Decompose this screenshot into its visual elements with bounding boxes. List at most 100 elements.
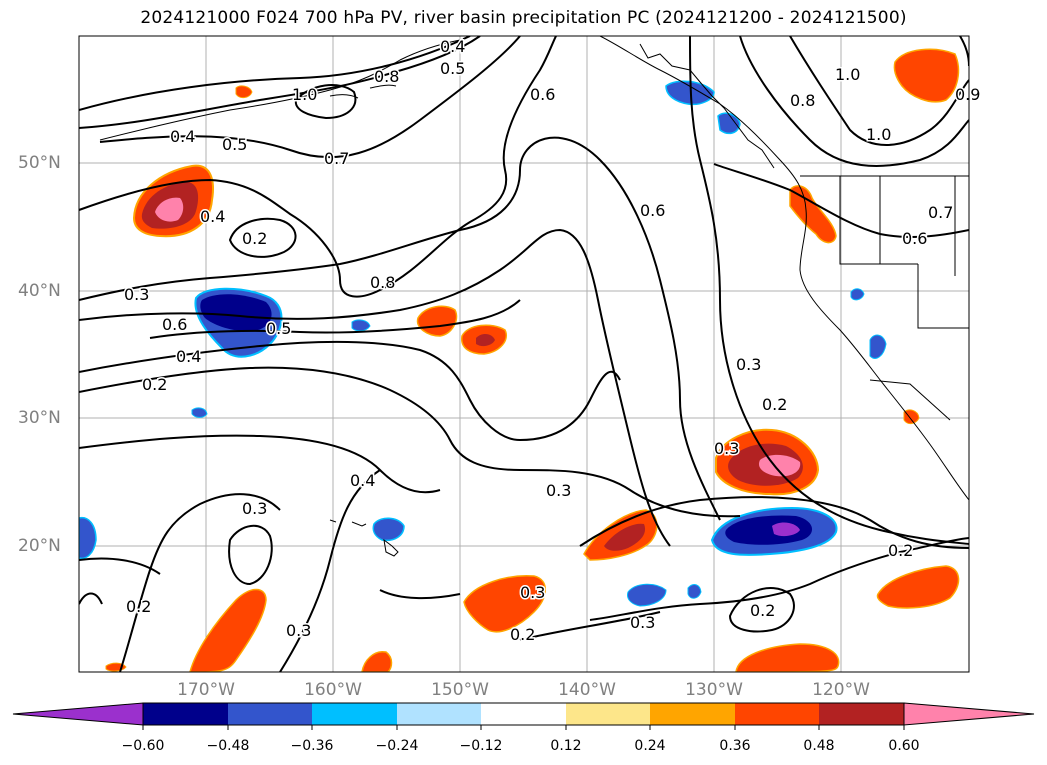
pv-contour bbox=[79, 36, 471, 111]
colorbar-ticks bbox=[142, 725, 905, 730]
lat-label: 30°N bbox=[18, 408, 61, 428]
colorbar bbox=[12, 702, 1035, 730]
contour-label: 0.6 bbox=[640, 201, 665, 220]
colorbar-segment bbox=[650, 703, 735, 725]
pv-contour bbox=[149, 299, 521, 339]
contour-label: 1.0 bbox=[292, 85, 317, 104]
precip-blob-positive bbox=[893, 48, 960, 103]
colorbar-segment bbox=[481, 703, 566, 725]
contour-label: 0.7 bbox=[928, 203, 953, 222]
contour-label: 0.2 bbox=[888, 541, 913, 560]
colorbar-segment bbox=[819, 703, 904, 725]
coast-panhandle bbox=[599, 36, 969, 501]
precip-blob-negative bbox=[372, 517, 405, 542]
pv-contour bbox=[79, 340, 621, 442]
contour-label: 0.5 bbox=[266, 319, 291, 338]
contour-label: 0.3 bbox=[520, 583, 545, 602]
graticule bbox=[79, 36, 969, 672]
coast-alaska bbox=[99, 39, 461, 141]
border-states bbox=[839, 176, 969, 329]
contour-label: 0.3 bbox=[630, 613, 655, 632]
precip-blob-negative bbox=[200, 294, 272, 332]
precip-blob-positive bbox=[463, 575, 546, 633]
precip-blob-negative bbox=[79, 516, 97, 560]
pv-contour bbox=[79, 366, 741, 518]
pv-contour bbox=[79, 592, 103, 605]
colorbar-tick-label: 0.12 bbox=[550, 738, 582, 754]
coastline bbox=[99, 36, 969, 557]
lon-label: 130°W bbox=[685, 680, 743, 700]
colorbar-tick-label: −0.60 bbox=[121, 738, 165, 754]
contour-label: 0.3 bbox=[736, 355, 761, 374]
pv-contour bbox=[689, 36, 969, 545]
contour-label: 0.8 bbox=[370, 273, 395, 292]
colorbar-segment bbox=[397, 703, 481, 725]
lat-label: 20°N bbox=[18, 536, 61, 556]
contour-label: 0.2 bbox=[126, 597, 151, 616]
coast-aleutian bbox=[329, 84, 397, 99]
colorbar-tick-label: −0.48 bbox=[206, 738, 250, 754]
contour-label: 0.4 bbox=[176, 347, 201, 366]
lon-label: 160°W bbox=[304, 680, 362, 700]
pv-contour bbox=[379, 589, 461, 600]
contour-label: 0.3 bbox=[714, 439, 739, 458]
colorbar-segment bbox=[312, 703, 397, 725]
map-frame-background bbox=[79, 36, 969, 672]
precip-blob-positive bbox=[361, 651, 393, 672]
pv-contour bbox=[119, 493, 281, 672]
colorbar-tick-label: −0.24 bbox=[375, 738, 419, 754]
precip-blob-negative bbox=[627, 583, 667, 607]
precip-blob-negative bbox=[725, 515, 813, 545]
pv-contour bbox=[79, 557, 161, 575]
contour-label: 0.2 bbox=[750, 601, 775, 620]
colorbar-segment bbox=[143, 703, 228, 725]
contour-label: 0.9 bbox=[955, 85, 980, 104]
precip-blob-positive bbox=[903, 409, 920, 425]
precip-blob-negative bbox=[717, 112, 741, 135]
contour-label: 0.7 bbox=[324, 149, 349, 168]
pv-contour bbox=[294, 84, 357, 120]
precip-blob-positive bbox=[604, 523, 646, 551]
contour-label: 0.4 bbox=[200, 207, 225, 226]
contour-label: 1.0 bbox=[866, 125, 891, 144]
pv-contour bbox=[79, 36, 481, 129]
lon-label: 150°W bbox=[431, 680, 489, 700]
coast-bc bbox=[639, 43, 775, 169]
pv-contour bbox=[228, 525, 273, 586]
pv-contour bbox=[79, 228, 671, 547]
contour-label: 0.6 bbox=[530, 85, 555, 104]
pv-contour bbox=[228, 217, 297, 258]
precip-blob-positive bbox=[476, 334, 495, 347]
precip-blob-negative bbox=[191, 407, 208, 418]
precip-blob-positive bbox=[235, 85, 253, 99]
contour-label: 0.2 bbox=[142, 375, 167, 394]
pv-contour bbox=[713, 163, 969, 238]
coast-hawaii bbox=[329, 519, 399, 557]
pv-contour bbox=[519, 611, 661, 641]
contour-label: 0.3 bbox=[242, 499, 267, 518]
contour-label: 0.2 bbox=[762, 395, 787, 414]
lat-label: 50°N bbox=[18, 153, 61, 173]
precip-blob-positive bbox=[876, 565, 960, 609]
colorbar-tick-label: 0.48 bbox=[803, 738, 835, 754]
precip-blob-negative bbox=[850, 288, 865, 301]
contour-label: 0.2 bbox=[510, 625, 535, 644]
pv-contour bbox=[79, 136, 721, 521]
lon-label: 120°W bbox=[812, 680, 870, 700]
colorbar-outline bbox=[142, 702, 905, 726]
map-frame-border bbox=[78, 35, 970, 673]
precip-fill-areas bbox=[79, 48, 960, 672]
contour-label: 0.3 bbox=[124, 285, 149, 304]
contour-label: 0.6 bbox=[902, 229, 927, 248]
contour-label: 1.0 bbox=[835, 65, 860, 84]
contour-label: 0.8 bbox=[790, 91, 815, 110]
contour-label: 0.3 bbox=[546, 481, 571, 500]
precip-blob-positive bbox=[789, 185, 837, 244]
colorbar-tick-label: −0.12 bbox=[459, 738, 503, 754]
border-mexico bbox=[869, 379, 951, 421]
precip-blob-negative bbox=[869, 334, 887, 359]
colorbar-tick-label: 0.36 bbox=[719, 738, 751, 754]
contour-label: 0.5 bbox=[222, 135, 247, 154]
colorbar-segment bbox=[228, 703, 312, 725]
lon-label: 170°W bbox=[177, 680, 235, 700]
